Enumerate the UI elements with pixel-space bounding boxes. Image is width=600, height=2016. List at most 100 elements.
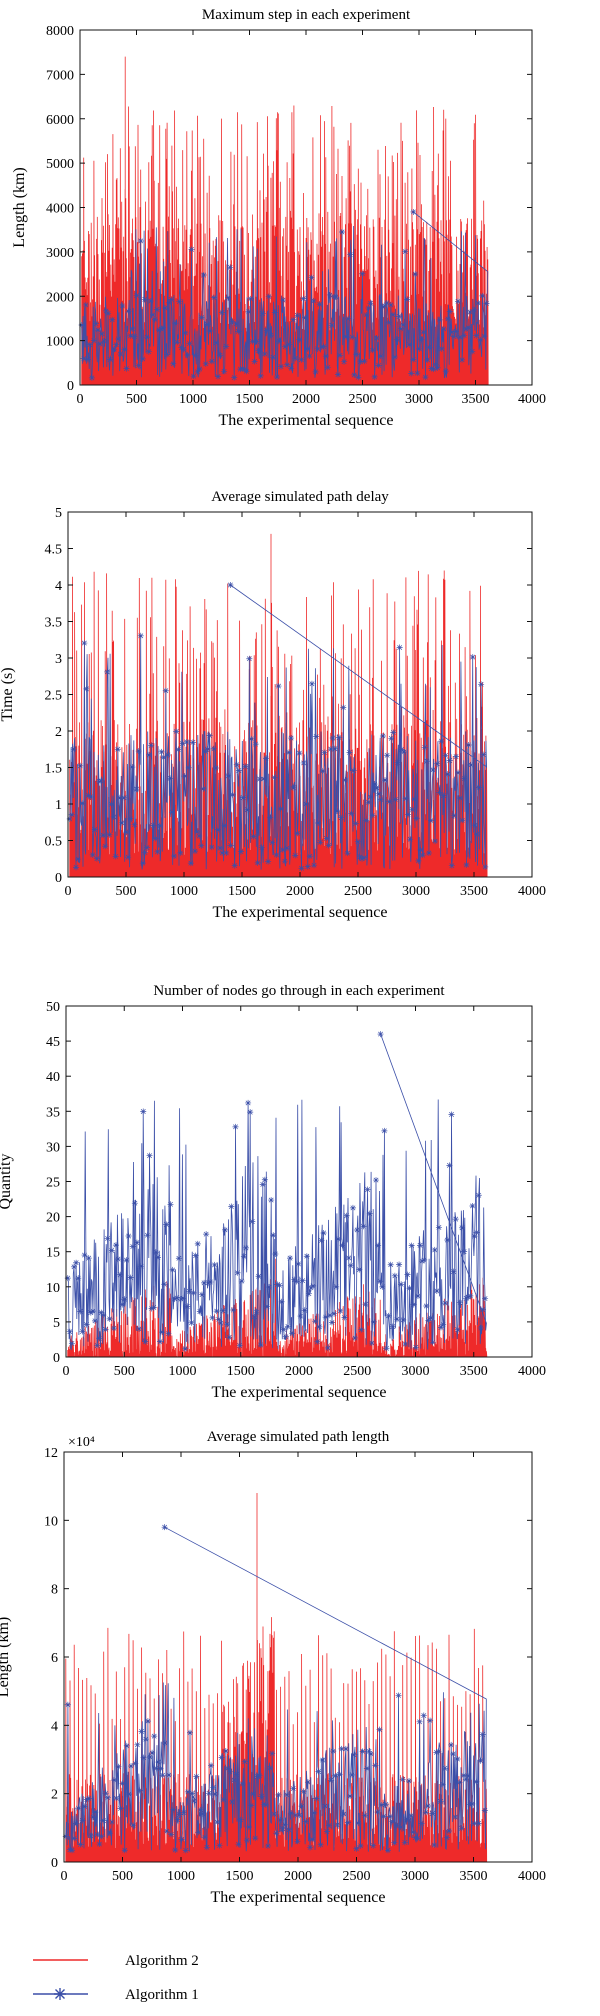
x-tick-label: 1500 (228, 884, 256, 899)
y-tick-label: 5 (55, 506, 62, 521)
x-tick-label: 4000 (518, 884, 546, 899)
y-tick-label: 4 (51, 1719, 58, 1734)
x-axis-label: The experimental sequence (210, 1889, 385, 1906)
y-tick-label: 6 (51, 1651, 58, 1666)
y-tick-label: 35 (46, 1105, 60, 1120)
chart-4: Average simulated path length 0 500 1000 150… (0, 1429, 546, 1906)
x-tick-label: 3000 (405, 392, 433, 407)
y-multiplier: ×10⁴ (68, 1435, 95, 1450)
chart-title: Number of nodes go through in each exper… (153, 983, 445, 999)
y-axis-label: Length (km) (0, 1617, 12, 1697)
y-tick-label: 0 (53, 1351, 60, 1366)
y-tick-label: 3000 (46, 246, 74, 261)
x-tick-label: 0 (77, 392, 84, 407)
y-tick-label: 20 (46, 1211, 60, 1226)
y-tick-label: 30 (46, 1140, 60, 1155)
x-tick-label: 1000 (167, 1869, 195, 1884)
legend: Algorithm 2 Algorithm 1 (33, 1953, 199, 2003)
x-tick-label: 4000 (518, 392, 546, 407)
legend-label-algorithm-2: Algorithm 2 (125, 1953, 199, 1969)
legend-label-algorithm-1: Algorithm 1 (125, 1987, 199, 2003)
x-tick-label: 1000 (179, 392, 207, 407)
series-algorithm-1-markers (62, 1524, 488, 1854)
x-tick-label: 0 (61, 1869, 68, 1884)
x-tick-label: 3500 (462, 392, 490, 407)
chart-3: Number of nodes go through in each exper… (0, 983, 546, 1401)
x-tick-label: 500 (114, 1364, 135, 1379)
x-tick-label: 2500 (343, 1364, 371, 1379)
chart-title: Average simulated path delay (211, 489, 389, 505)
x-tick-label: 2000 (286, 884, 314, 899)
x-tick-label: 500 (116, 884, 137, 899)
y-tick-label: 5000 (46, 157, 74, 172)
x-tick-label: 1500 (226, 1869, 254, 1884)
y-tick-label: 4 (55, 579, 62, 594)
x-tick-label: 2500 (344, 884, 372, 899)
x-tick-label: 2000 (292, 392, 320, 407)
y-tick-label: 3.5 (45, 616, 63, 631)
chart-1: Maximum step in each experiment 0 500 1000 1… (11, 7, 546, 429)
y-tick-label: 1 (55, 798, 62, 813)
x-tick-label: 0 (65, 884, 72, 899)
series-algorithm-2 (65, 1493, 488, 1863)
legend-marker-algorithm-1 (54, 1988, 66, 2000)
y-tick-label: 25 (46, 1176, 60, 1191)
y-tick-label: 10 (44, 1514, 58, 1529)
y-tick-label: 1000 (46, 335, 74, 350)
x-tick-label: 3500 (460, 1869, 488, 1884)
chart-title: Maximum step in each experiment (202, 7, 411, 23)
x-tick-label: 3500 (460, 1364, 488, 1379)
y-tick-label: 4.5 (45, 543, 63, 558)
x-tick-label: 3500 (460, 884, 488, 899)
y-tick-label: 12 (44, 1446, 58, 1461)
y-tick-label: 8 (51, 1583, 58, 1598)
x-axis-label: The experimental sequence (218, 412, 393, 429)
x-tick-label: 1500 (227, 1364, 255, 1379)
y-tick-label: 10 (46, 1281, 60, 1296)
x-tick-label: 500 (126, 392, 147, 407)
x-tick-label: 2000 (284, 1869, 312, 1884)
y-tick-label: 45 (46, 1035, 60, 1050)
x-tick-label: 4000 (518, 1364, 546, 1379)
x-tick-label: 500 (112, 1869, 133, 1884)
y-axis-label: Time (s) (0, 667, 16, 721)
y-tick-label: 0.5 (45, 835, 63, 850)
y-tick-label: 2000 (46, 290, 74, 305)
y-tick-label: 3 (55, 652, 62, 667)
x-tick-label: 1000 (169, 1364, 197, 1379)
x-tick-label: 3000 (401, 1869, 429, 1884)
y-tick-label: 0 (51, 1856, 58, 1871)
x-axis-label: The experimental sequence (211, 1384, 386, 1401)
x-tick-label: 1000 (170, 884, 198, 899)
x-tick-label: 3000 (402, 1364, 430, 1379)
y-tick-label: 15 (46, 1246, 60, 1261)
series-algorithm-1-markers (64, 1031, 489, 1352)
x-tick-label: 2000 (285, 1364, 313, 1379)
y-tick-label: 2.5 (45, 689, 63, 704)
y-tick-label: 0 (67, 379, 74, 394)
y-tick-label: 4000 (46, 202, 74, 217)
x-tick-label: 1500 (236, 392, 264, 407)
series-algorithm-1 (67, 1033, 487, 1351)
y-tick-label: 50 (46, 1000, 60, 1015)
x-tick-label: 3000 (402, 884, 430, 899)
y-tick-label: 2 (55, 725, 62, 740)
y-tick-label: 0 (55, 871, 62, 886)
x-tick-label: 2500 (349, 392, 377, 407)
series-algorithm-1-markers (78, 208, 490, 381)
series-algorithm-1-markers (66, 582, 489, 872)
y-tick-label: 5 (53, 1316, 60, 1331)
x-tick-label: 4000 (518, 1869, 546, 1884)
y-tick-label: 1.5 (45, 762, 63, 777)
y-tick-label: 2 (51, 1788, 58, 1803)
x-axis-label: The experimental sequence (212, 904, 387, 921)
x-tick-label: 2500 (343, 1869, 371, 1884)
x-tick-label: 0 (63, 1364, 70, 1379)
y-tick-label: 8000 (46, 24, 74, 39)
y-tick-label: 6000 (46, 113, 74, 128)
chart-title: Average simulated path length (207, 1429, 390, 1445)
y-tick-label: 40 (46, 1070, 60, 1085)
y-axis-label: Length (km) (11, 167, 28, 247)
